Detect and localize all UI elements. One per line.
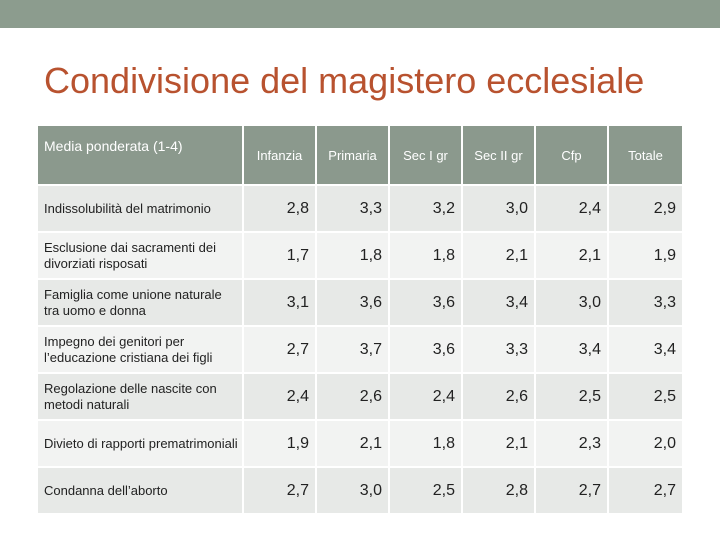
value-cell: 1,9	[609, 231, 682, 278]
value-cell: 3,4	[609, 325, 682, 372]
value-cell: 2,7	[244, 325, 317, 372]
row-label: Impegno dei genitori per l’educazione cr…	[38, 325, 244, 372]
value-cell: 3,0	[317, 466, 390, 513]
value-cell: 2,7	[244, 466, 317, 513]
value-cell: 2,1	[317, 419, 390, 466]
header-cell: Sec II gr	[463, 126, 536, 184]
row-label: Divieto di rapporti prematrimoniali	[38, 419, 244, 466]
value-cell: 3,0	[536, 278, 609, 325]
value-cell: 2,1	[463, 419, 536, 466]
value-cell: 2,1	[536, 231, 609, 278]
header-cell: Cfp	[536, 126, 609, 184]
value-cell: 3,4	[463, 278, 536, 325]
value-cell: 1,8	[390, 419, 463, 466]
value-cell: 2,6	[463, 372, 536, 419]
value-cell: 2,4	[536, 184, 609, 231]
value-cell: 2,7	[609, 466, 682, 513]
value-cell: 2,8	[244, 184, 317, 231]
header-cell: Infanzia	[244, 126, 317, 184]
data-table: Media ponderata (1-4) Infanzia Primaria …	[38, 126, 682, 513]
table-row: Famiglia come unione naturale tra uomo e…	[38, 278, 682, 325]
value-cell: 2,7	[536, 466, 609, 513]
row-label: Indissolubilità del matrimonio	[38, 184, 244, 231]
table-row: Divieto di rapporti prematrimoniali 1,9 2,…	[38, 419, 682, 466]
table-row: Esclusione dai sacramenti dei divorziati…	[38, 231, 682, 278]
value-cell: 3,7	[317, 325, 390, 372]
row-label: Famiglia come unione naturale tra uomo e…	[38, 278, 244, 325]
value-cell: 2,3	[536, 419, 609, 466]
value-cell: 2,4	[244, 372, 317, 419]
value-cell: 3,3	[463, 325, 536, 372]
header-cell: Media ponderata (1-4)	[38, 126, 244, 184]
value-cell: 1,7	[244, 231, 317, 278]
value-cell: 1,9	[244, 419, 317, 466]
value-cell: 3,4	[536, 325, 609, 372]
header-cell: Totale	[609, 126, 682, 184]
table-row: Condanna dell’aborto 2,7 3,0 2,5 2,8 2,7 2,7	[38, 466, 682, 513]
header-cell: Sec I gr	[390, 126, 463, 184]
value-cell: 3,0	[463, 184, 536, 231]
value-cell: 2,5	[536, 372, 609, 419]
value-cell: 2,9	[609, 184, 682, 231]
row-label: Esclusione dai sacramenti dei divorziati…	[38, 231, 244, 278]
value-cell: 3,2	[390, 184, 463, 231]
value-cell: 1,8	[390, 231, 463, 278]
value-cell: 3,6	[390, 278, 463, 325]
row-label: Condanna dell’aborto	[38, 466, 244, 513]
value-cell: 2,1	[463, 231, 536, 278]
header-cell: Primaria	[317, 126, 390, 184]
value-cell: 2,5	[390, 466, 463, 513]
value-cell: 2,6	[317, 372, 390, 419]
value-cell: 1,8	[317, 231, 390, 278]
value-cell: 2,0	[609, 419, 682, 466]
value-cell: 2,8	[463, 466, 536, 513]
table-row: Indissolubilità del matrimonio 2,8 3,3 3,2 3…	[38, 184, 682, 231]
value-cell: 3,3	[317, 184, 390, 231]
value-cell: 3,3	[609, 278, 682, 325]
value-cell: 2,4	[390, 372, 463, 419]
header-row: Media ponderata (1-4) Infanzia Primaria …	[38, 126, 682, 184]
slide-title: Condivisione del magistero ecclesiale	[44, 60, 645, 101]
value-cell: 3,6	[317, 278, 390, 325]
table-row: Regolazione delle nascite con metodi nat…	[38, 372, 682, 419]
row-label: Regolazione delle nascite con metodi nat…	[38, 372, 244, 419]
table-row: Impegno dei genitori per l’educazione cr…	[38, 325, 682, 372]
top-accent-bar	[0, 0, 720, 28]
value-cell: 3,1	[244, 278, 317, 325]
value-cell: 2,5	[609, 372, 682, 419]
value-cell: 3,6	[390, 325, 463, 372]
